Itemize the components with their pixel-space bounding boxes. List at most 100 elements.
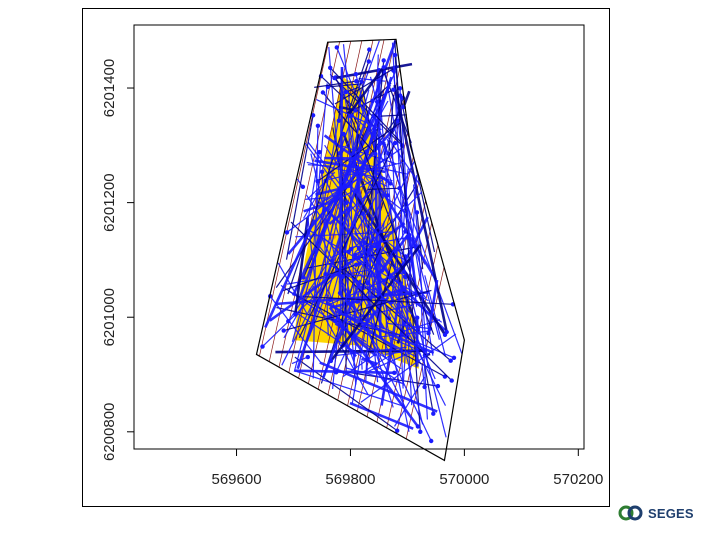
track-line xyxy=(310,153,335,255)
track-point xyxy=(315,123,321,128)
track-point xyxy=(429,438,434,444)
track-point xyxy=(391,87,396,92)
track-line xyxy=(423,362,434,414)
track-line xyxy=(354,132,361,230)
track-line xyxy=(393,84,448,333)
track-line xyxy=(308,202,343,337)
track-line xyxy=(321,237,350,300)
track-line xyxy=(318,245,344,278)
track-point xyxy=(317,149,322,155)
track-point xyxy=(426,331,431,336)
track-point xyxy=(397,186,402,191)
track-line xyxy=(316,99,382,131)
x-tick-label: 569600 xyxy=(212,471,262,488)
track-point xyxy=(353,108,358,113)
track-point xyxy=(340,274,345,280)
track-line xyxy=(340,194,350,227)
track-line xyxy=(367,187,400,191)
track-point xyxy=(431,411,436,416)
track-point xyxy=(395,428,400,433)
track-line xyxy=(294,218,309,315)
track-point xyxy=(320,90,326,95)
tramline xyxy=(256,39,275,441)
track-line xyxy=(403,319,441,332)
track-line xyxy=(420,304,428,420)
track-point xyxy=(336,118,342,123)
field-boundary-polygon xyxy=(255,38,465,462)
track-line xyxy=(346,367,404,385)
track-line xyxy=(329,244,422,362)
track-line xyxy=(339,292,386,358)
track-line xyxy=(314,80,357,88)
track-line xyxy=(343,170,436,380)
track-line xyxy=(295,231,393,238)
track-point xyxy=(337,290,343,296)
track-line xyxy=(331,260,406,408)
track-point xyxy=(284,230,290,235)
y-tick-label: 6201000 xyxy=(101,288,118,346)
track-line xyxy=(342,354,375,378)
track-line xyxy=(338,66,344,294)
track-line xyxy=(390,196,404,303)
tramline xyxy=(256,39,286,441)
track-line xyxy=(327,83,362,88)
y-tick-label: 6201200 xyxy=(101,173,118,231)
track-point xyxy=(442,332,448,337)
track-point xyxy=(310,113,316,118)
track-line xyxy=(298,142,396,338)
track-point xyxy=(381,58,386,63)
track-line xyxy=(389,337,418,351)
track-point xyxy=(300,184,306,189)
tramline xyxy=(256,39,330,441)
track-point xyxy=(281,328,286,333)
crop-speckle xyxy=(348,222,352,226)
track-point xyxy=(353,72,359,77)
seges-rings-icon xyxy=(618,505,643,521)
track-point xyxy=(334,45,339,50)
track-line xyxy=(334,67,396,105)
track-line xyxy=(294,356,398,432)
track-line xyxy=(287,49,370,295)
track-line xyxy=(350,116,435,335)
track-point xyxy=(332,75,337,81)
track-line xyxy=(285,115,314,260)
track-line xyxy=(393,376,426,427)
track-line xyxy=(329,315,377,357)
track-line xyxy=(344,176,386,216)
track-line xyxy=(367,236,390,319)
track-layer xyxy=(260,40,463,444)
track-point xyxy=(319,169,325,174)
track-point xyxy=(451,355,457,360)
logo-text: SEGES xyxy=(648,505,694,521)
track-line xyxy=(291,199,332,342)
track-line xyxy=(360,333,457,403)
track-point xyxy=(402,287,407,292)
track-point xyxy=(346,249,351,254)
track-line xyxy=(374,117,463,354)
track-point xyxy=(305,354,310,360)
track-line xyxy=(353,231,424,352)
track-line xyxy=(305,152,320,231)
track-line xyxy=(325,273,376,277)
track-line xyxy=(355,74,447,438)
track-line xyxy=(405,351,424,425)
track-line xyxy=(386,138,440,340)
track-point xyxy=(407,232,412,238)
track-line xyxy=(332,231,406,349)
track-line xyxy=(264,219,316,328)
slide-frame xyxy=(82,8,610,507)
track-line xyxy=(413,184,429,367)
track-point xyxy=(333,318,338,323)
track-point xyxy=(293,312,298,317)
track-line xyxy=(328,271,404,306)
x-tick-label: 569800 xyxy=(325,471,375,488)
track-line xyxy=(331,202,360,299)
track-line xyxy=(337,185,384,301)
track-line xyxy=(402,175,418,386)
track-point xyxy=(397,86,403,91)
track-point xyxy=(315,179,320,184)
track-line xyxy=(421,364,426,388)
track-point xyxy=(328,65,333,71)
track-point xyxy=(373,151,378,157)
